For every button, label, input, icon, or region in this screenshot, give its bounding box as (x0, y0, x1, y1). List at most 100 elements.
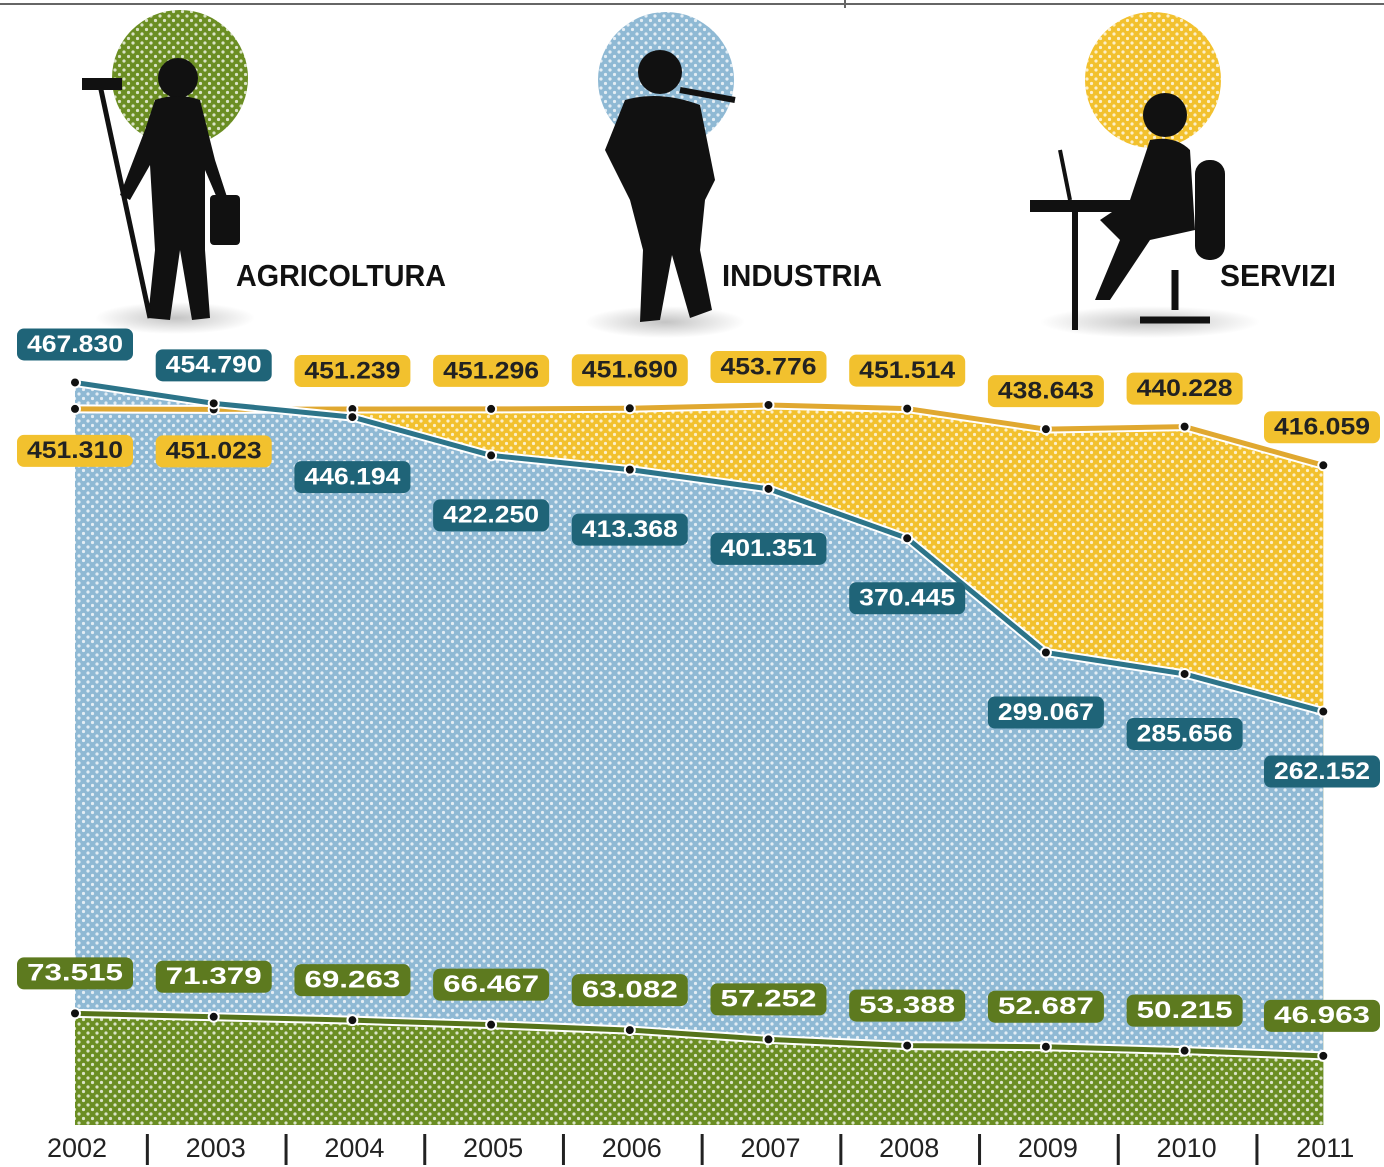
value-label: 422.250 (443, 502, 539, 529)
value-label: 446.194 (304, 463, 401, 490)
value-label: 454.790 (166, 352, 262, 379)
point (901, 402, 914, 415)
value-label-box (155, 349, 272, 382)
point (1178, 667, 1191, 680)
value-label-box (1126, 717, 1243, 750)
point (1178, 420, 1191, 433)
value-label-box (571, 354, 688, 387)
value-label: 451.310 (27, 437, 123, 464)
value-label-box (433, 354, 550, 387)
point (1039, 646, 1052, 659)
value-label: 438.643 (998, 378, 1094, 405)
icon-servizi (1030, 12, 1260, 338)
value-label-box (294, 355, 411, 388)
value-label: 285.656 (1137, 720, 1233, 747)
value-label-box (294, 964, 411, 997)
value-label: 451.296 (443, 357, 539, 384)
x-tick-label: 2008 (879, 1133, 939, 1163)
value-label-box (155, 435, 272, 468)
point (485, 1018, 498, 1031)
value-label-box (17, 434, 133, 467)
value-label: 451.690 (582, 357, 678, 384)
value-label: 50.215 (1137, 997, 1233, 1024)
x-tick-label: 2005 (463, 1133, 523, 1163)
foreground: 73.515 71.379 69.263 66.467 63.082 57.252 53.3… (17, 328, 1380, 1165)
x-tick-label: 2003 (186, 1133, 246, 1163)
value-label: 416.059 (1274, 414, 1370, 441)
value-label-box (987, 375, 1104, 408)
value-label: 413.368 (582, 516, 678, 543)
value-label-box (571, 974, 688, 1007)
value-label-box (987, 990, 1104, 1023)
x-tick-label: 2006 (602, 1133, 662, 1163)
point (1039, 423, 1052, 436)
point (623, 1024, 636, 1037)
value-label-box (1264, 411, 1380, 444)
value-label: 53.388 (859, 992, 955, 1019)
value-label-box (433, 499, 550, 532)
point (207, 1010, 220, 1023)
value-label-box (987, 696, 1104, 729)
value-label-box (849, 989, 966, 1022)
x-tick-label: 2009 (1018, 1133, 1078, 1163)
value-label: 46.963 (1274, 1002, 1370, 1029)
value-label-box (710, 532, 827, 565)
value-label-box (1126, 372, 1243, 405)
value-label: 451.023 (166, 438, 262, 465)
point (1039, 1040, 1052, 1053)
series-name: SERVIZI (1220, 258, 1336, 293)
value-label-box (433, 968, 550, 1001)
value-label-box (155, 960, 272, 993)
icon-industria (585, 12, 745, 338)
x-tick-label: 2004 (324, 1133, 384, 1163)
point (901, 1039, 914, 1052)
x-tick-label: 2007 (740, 1133, 800, 1163)
point (762, 1033, 775, 1046)
point (69, 402, 81, 415)
value-label: 451.239 (304, 357, 400, 384)
icon-agricoltura (82, 10, 255, 334)
value-label-box (849, 354, 966, 387)
value-label: 63.082 (582, 976, 678, 1003)
area-texture (75, 1013, 1324, 1125)
point (346, 1014, 359, 1027)
value-label-box (294, 461, 411, 494)
value-label: 467.830 (27, 331, 123, 358)
value-label: 401.351 (721, 535, 817, 562)
value-label-box (710, 350, 827, 383)
value-label-box (17, 328, 133, 361)
line (74, 1010, 1324, 1059)
point (901, 532, 914, 545)
point (623, 402, 636, 415)
point (1178, 1044, 1191, 1057)
areas (75, 382, 1324, 1126)
point (623, 463, 636, 476)
point (485, 402, 498, 415)
value-label-box (1264, 755, 1380, 788)
series-name: INDUSTRIA (722, 258, 882, 293)
value-label: 57.252 (721, 986, 817, 1013)
value-label: 451.514 (859, 357, 956, 384)
value-label-box (849, 582, 966, 615)
value-label: 262.152 (1274, 758, 1370, 785)
value-label: 69.263 (304, 967, 400, 994)
point (762, 482, 775, 495)
value-label-box (17, 957, 133, 990)
x-tick-label: 2010 (1157, 1133, 1217, 1163)
point (346, 411, 359, 424)
point (1317, 705, 1330, 718)
area-texture (75, 382, 1324, 1125)
value-label: 370.445 (859, 585, 955, 612)
value-label: 66.467 (443, 971, 539, 998)
x-tick-label: 2011 (1296, 1133, 1354, 1163)
point (69, 376, 81, 389)
value-label-box (710, 983, 827, 1016)
value-label: 52.687 (998, 993, 1094, 1020)
line (74, 379, 1324, 714)
value-label: 440.228 (1137, 375, 1233, 402)
point (1317, 1049, 1330, 1062)
point (1317, 459, 1330, 472)
point (762, 398, 775, 411)
value-label-box (1264, 999, 1380, 1032)
